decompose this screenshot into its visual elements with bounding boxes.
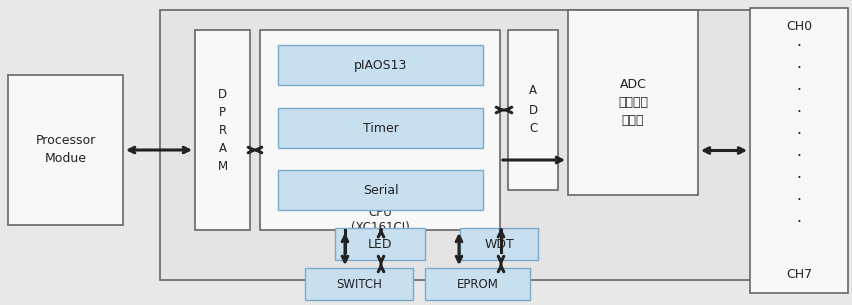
Text: CH0: CH0 bbox=[785, 20, 811, 33]
Text: Processor
Modue: Processor Modue bbox=[35, 135, 95, 166]
Text: ·: · bbox=[796, 105, 801, 120]
Bar bbox=[8, 75, 123, 225]
Text: ·: · bbox=[796, 127, 801, 142]
Bar bbox=[749, 8, 847, 293]
Text: ·: · bbox=[796, 170, 801, 185]
Text: A
D
C: A D C bbox=[528, 84, 537, 135]
Text: ·: · bbox=[796, 60, 801, 76]
Bar bbox=[459, 228, 538, 260]
Bar bbox=[160, 10, 754, 280]
Text: ·: · bbox=[796, 82, 801, 98]
Bar bbox=[424, 268, 529, 300]
Text: EPROM: EPROM bbox=[456, 278, 498, 290]
Text: ·: · bbox=[796, 192, 801, 207]
Text: Timer: Timer bbox=[362, 121, 398, 135]
Bar bbox=[260, 30, 499, 230]
Text: pIAOS13: pIAOS13 bbox=[354, 59, 406, 71]
Text: ADC
입력신호
제어부: ADC 입력신호 제어부 bbox=[618, 78, 648, 127]
Bar bbox=[195, 30, 250, 230]
Bar bbox=[278, 170, 482, 210]
Text: ·: · bbox=[796, 38, 801, 53]
Bar bbox=[305, 268, 412, 300]
Bar bbox=[335, 228, 424, 260]
Text: D
P
R
A
M: D P R A M bbox=[217, 88, 227, 173]
Text: LED: LED bbox=[367, 238, 392, 250]
Text: ·: · bbox=[796, 214, 801, 229]
Text: ·: · bbox=[796, 149, 801, 163]
Bar bbox=[567, 10, 697, 195]
Text: WDT: WDT bbox=[484, 238, 513, 250]
Bar bbox=[278, 45, 482, 85]
Text: Serial: Serial bbox=[362, 184, 398, 196]
Bar bbox=[278, 108, 482, 148]
Text: SWITCH: SWITCH bbox=[336, 278, 382, 290]
Text: CH7: CH7 bbox=[785, 268, 811, 282]
Bar bbox=[508, 30, 557, 190]
Text: CPU
(XC161CJ): CPU (XC161CJ) bbox=[350, 206, 409, 234]
